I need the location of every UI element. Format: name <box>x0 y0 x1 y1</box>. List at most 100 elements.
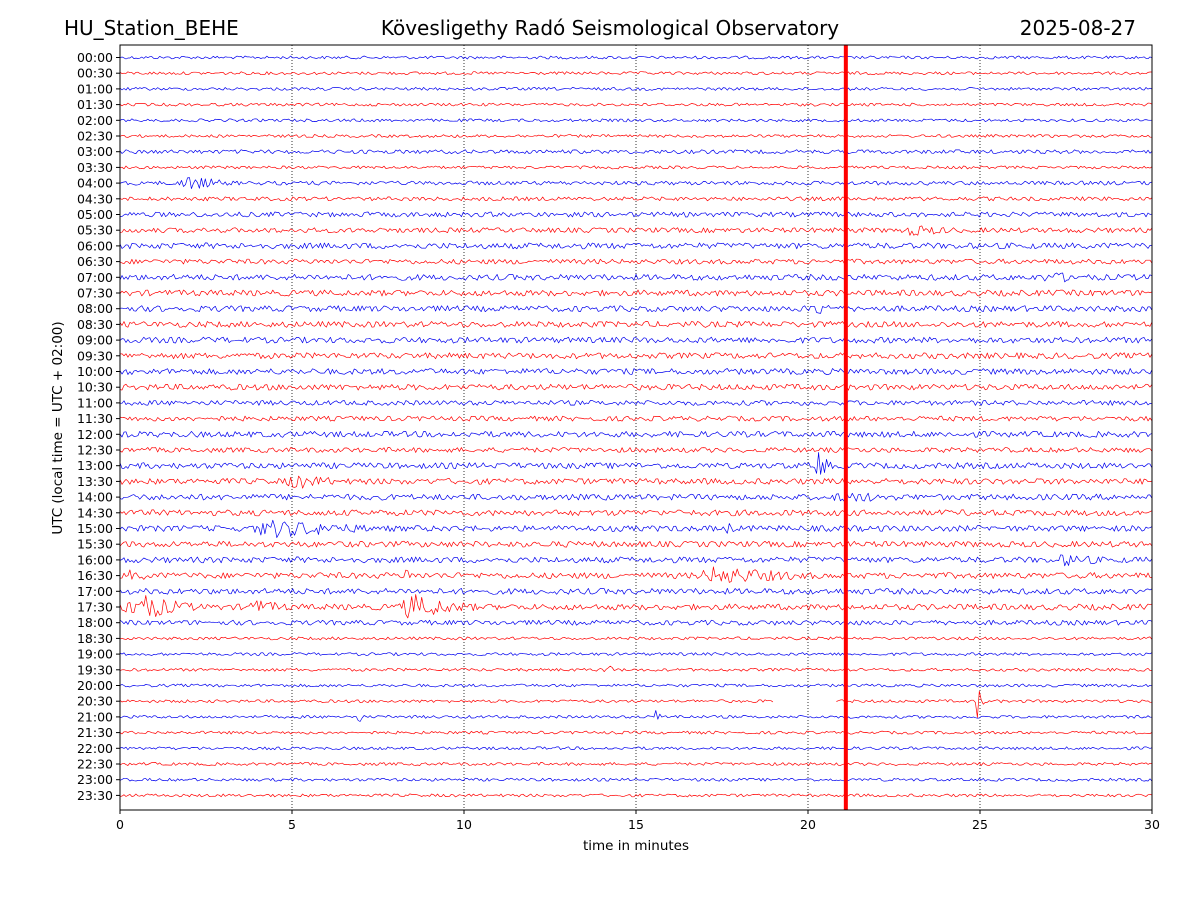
trace-2100 <box>119 710 1152 722</box>
trace-0700 <box>119 272 1153 283</box>
y-tick-label: 09:00 <box>77 333 113 348</box>
trace-0300 <box>119 149 1153 155</box>
y-tick-label: 19:00 <box>77 647 113 662</box>
trace-1300 <box>119 452 1153 475</box>
trace-0900 <box>119 336 1153 344</box>
x-axis-ticks: 0 5 10 15 20 25 30 <box>116 810 1160 832</box>
trace-2030 <box>119 690 1153 718</box>
y-tick-label: 04:00 <box>77 176 113 191</box>
trace-2130 <box>119 730 1153 735</box>
y-tick-label: 14:30 <box>77 505 113 520</box>
trace-1330 <box>119 475 1153 489</box>
trace-1030 <box>119 383 1153 391</box>
trace-1830 <box>119 636 1153 641</box>
trace-1600 <box>119 554 1153 567</box>
y-tick-label: 21:30 <box>77 725 113 740</box>
trace-0100 <box>119 87 1153 91</box>
trace-1200 <box>119 430 1153 438</box>
y-tick-label: 18:00 <box>77 615 113 630</box>
y-tick-label: 05:30 <box>77 223 113 238</box>
y-tick-label: 22:30 <box>77 757 113 772</box>
y-tick-label: 06:30 <box>77 254 113 269</box>
y-tick-label: 23:30 <box>77 788 113 803</box>
trace-0000 <box>119 55 1153 60</box>
y-tick-label: 08:30 <box>77 317 113 332</box>
y-tick-label: 21:00 <box>77 709 113 724</box>
y-tick-label: 01:00 <box>77 81 113 96</box>
saturated-column <box>843 45 848 810</box>
y-tick-label: 13:30 <box>77 474 113 489</box>
y-tick-label: 05:00 <box>77 207 113 222</box>
y-tick-label: 17:30 <box>77 600 113 615</box>
y-tick-label: 02:00 <box>77 113 113 128</box>
trace-0600 <box>119 242 1153 250</box>
saturated-spike <box>843 45 848 810</box>
y-tick-label: 06:00 <box>77 238 113 253</box>
trace-2200 <box>119 746 1153 751</box>
y-tick-label: 04:30 <box>77 191 113 206</box>
y-axis-ticks: 00:0000:3001:0001:3002:0002:3003:0003:30… <box>77 50 120 803</box>
trace-1430 <box>119 509 1153 517</box>
trace-0730 <box>119 289 1153 297</box>
y-tick-label: 23:00 <box>77 772 113 787</box>
y-tick-label: 13:00 <box>77 458 113 473</box>
trace-1700 <box>119 587 1153 595</box>
vertical-gridlines <box>291 45 981 810</box>
y-tick-label: 15:30 <box>77 537 113 552</box>
y-tick-label: 03:00 <box>77 144 113 159</box>
trace-0630 <box>119 258 1153 265</box>
y-tick-label: 14:00 <box>77 490 113 505</box>
station-name: HU_Station_BEHE <box>64 16 239 40</box>
y-tick-label: 20:00 <box>77 678 113 693</box>
trace-1400 <box>119 491 1153 502</box>
trace-2000 <box>119 683 1153 688</box>
y-tick-label: 10:00 <box>77 364 113 379</box>
trace-2300 <box>119 777 1153 782</box>
x-tick-label: 5 <box>288 817 296 832</box>
y-tick-label: 22:00 <box>77 741 113 756</box>
trace-1900 <box>119 652 1153 656</box>
y-axis-label: UTC (local time = UTC + 02:00) <box>50 321 66 534</box>
y-tick-label: 11:00 <box>77 395 113 410</box>
trace-1500 <box>119 519 1153 538</box>
trace-0200 <box>119 118 1153 123</box>
observatory-title: Kövesligethy Radó Seismological Observat… <box>381 16 839 40</box>
trace-0430 <box>119 196 1153 202</box>
y-tick-label: 00:30 <box>77 66 113 81</box>
y-tick-label: 08:00 <box>77 301 113 316</box>
trace-2330 <box>119 793 1153 798</box>
trace-1800 <box>119 619 1153 626</box>
trace-0930 <box>119 352 1153 360</box>
y-tick-label: 12:30 <box>77 443 113 458</box>
y-tick-label: 07:30 <box>77 286 113 301</box>
date-label: 2025-08-27 <box>1020 16 1136 40</box>
y-tick-label: 01:30 <box>77 97 113 112</box>
trace-0330 <box>119 165 1153 170</box>
y-tick-label: 17:00 <box>77 584 113 599</box>
x-tick-label: 20 <box>800 817 816 832</box>
trace-1730 <box>119 594 1153 619</box>
y-tick-label: 20:30 <box>77 694 113 709</box>
y-tick-label: 11:30 <box>77 411 113 426</box>
trace-1530 <box>119 540 1153 548</box>
y-tick-label: 19:30 <box>77 662 113 677</box>
y-tick-label: 12:00 <box>77 427 113 442</box>
trace-1000 <box>119 368 1153 375</box>
trace-1100 <box>119 400 1153 406</box>
x-axis-label: time in minutes <box>583 838 689 854</box>
x-tick-label: 30 <box>1144 817 1160 832</box>
y-tick-label: 03:30 <box>77 160 113 175</box>
x-tick-label: 10 <box>456 817 472 832</box>
x-tick-label: 15 <box>628 817 644 832</box>
y-tick-label: 00:00 <box>77 50 113 65</box>
trace-1130 <box>119 415 1153 422</box>
trace-0030 <box>119 71 1152 76</box>
trace-0500 <box>120 211 1153 218</box>
y-tick-label: 07:00 <box>77 270 113 285</box>
trace-2230 <box>119 762 1153 766</box>
y-tick-label: 10:30 <box>77 380 113 395</box>
y-tick-label: 16:30 <box>77 568 113 583</box>
trace-1230 <box>119 447 1153 453</box>
seismic-traces <box>119 55 1153 798</box>
